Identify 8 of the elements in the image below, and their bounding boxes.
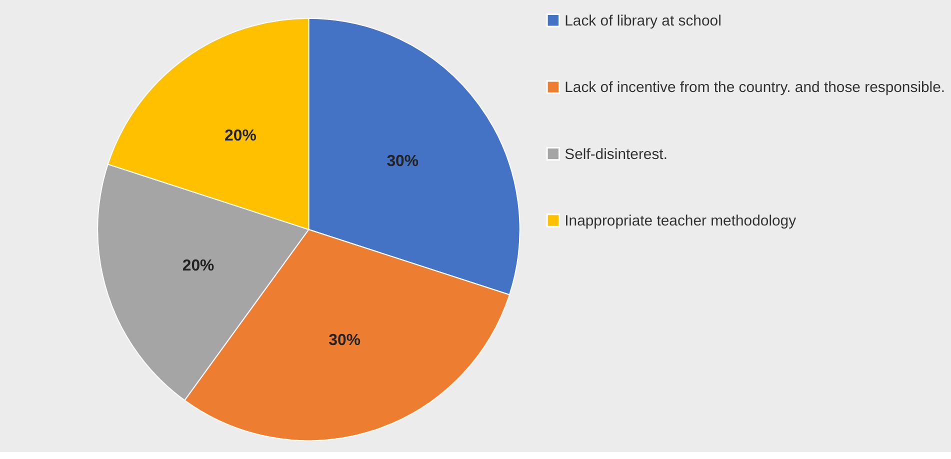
data-label: 30% [328,332,361,349]
legend-label: Self-disinterest. [564,146,668,163]
legend-label: Lack of incentive from the country. and those responsible. [564,79,946,96]
legend-label: Lack of library at school [564,12,722,30]
data-label: 20% [182,257,214,274]
data-label: 20% [224,128,256,145]
legend-label: Inappropriate teacher methodology [564,212,797,230]
data-label: 30% [386,153,419,170]
